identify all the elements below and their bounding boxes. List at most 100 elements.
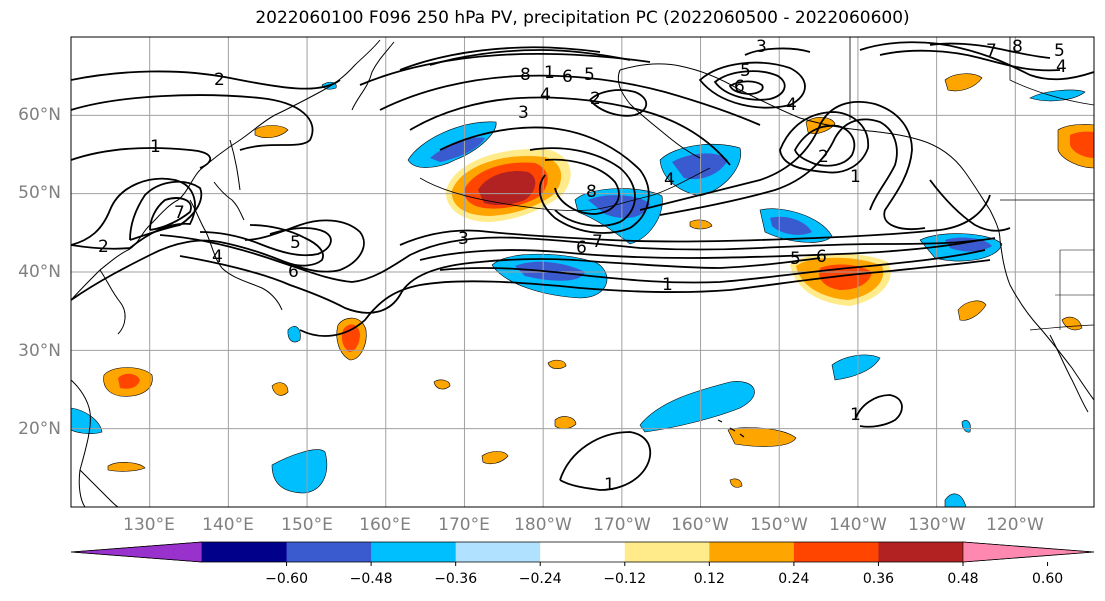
pv-contour (859, 41, 1094, 81)
lon-label: 180°W (514, 515, 572, 535)
colorbar-tick-label: 0.48 (947, 571, 978, 587)
pos-patch (254, 125, 289, 139)
negative-precip-patches (71, 81, 1086, 507)
pv-contour (399, 194, 991, 246)
contour-label: 7 (986, 41, 997, 61)
coast-philippines (79, 469, 119, 507)
pv-contour (71, 70, 341, 90)
pos-patch (1061, 316, 1083, 331)
border-us-mexico (1029, 324, 1094, 331)
pv-contour (639, 101, 926, 230)
colorbar-outline (70, 541, 1095, 563)
lon-label: 160°W (671, 515, 729, 535)
pv-contour (399, 46, 601, 71)
colorbar-extend-low (70, 541, 203, 563)
neg-patch (961, 420, 971, 433)
contour-label: 4 (540, 85, 551, 105)
pv-contour (149, 197, 192, 231)
neg-patch (271, 449, 328, 494)
coast-korea (99, 269, 126, 335)
lat-label: 20°N (18, 419, 61, 439)
coast-kamchatka (351, 41, 395, 111)
colorbar-cell (286, 542, 372, 562)
contour-label: 6 (288, 262, 299, 282)
pos-patch (727, 427, 797, 447)
colorbar-tick-label: −0.60 (265, 571, 308, 587)
pv-contour (199, 227, 332, 257)
contour-label: 7 (592, 232, 603, 252)
pv-contour (419, 239, 981, 261)
pv-contour (409, 96, 731, 166)
contour-label: 5 (290, 233, 301, 253)
coast-alaska (619, 63, 1001, 241)
pv-contour (71, 94, 314, 151)
pos-patch (481, 451, 509, 465)
pos-patch (729, 478, 743, 488)
graticule (71, 37, 1094, 507)
contour-label: 1 (850, 167, 861, 187)
coast-na-west (999, 239, 1094, 401)
colorbar-cell (540, 542, 626, 562)
contour-label: 5 (790, 249, 801, 269)
colorbar-tick-label: 0.12 (694, 571, 725, 587)
lon-label: 140°E (202, 515, 254, 535)
coast-sakhalin (229, 139, 241, 191)
hawaii (717, 419, 745, 438)
contour-label: 2 (590, 89, 601, 109)
coast-asia (71, 39, 381, 301)
pos-patch (118, 373, 140, 389)
pv-contour (559, 431, 652, 491)
contour-label: 5 (584, 65, 595, 85)
colorbar-cell (793, 542, 879, 562)
pos-patch (433, 379, 451, 390)
colorbar-tick-label: −0.12 (603, 571, 646, 587)
contour-label: 6 (562, 67, 573, 87)
map-title: 2022060100 F096 250 hPa PV, precipitatio… (255, 8, 910, 28)
lon-label: 120°W (986, 515, 1044, 535)
contour-label: 2 (98, 237, 109, 257)
longitude-labels: 130°E 140°E 150°E 160°E 170°E 180°W 170°… (123, 515, 1044, 535)
coast-alaska-w (617, 69, 701, 159)
neg-patch (430, 137, 485, 162)
colorbar-cell (455, 542, 541, 562)
pv-contours (71, 41, 1094, 491)
lon-label: 150°E (281, 515, 333, 535)
contour-label: 8 (586, 182, 597, 202)
pv-contour (929, 42, 1051, 59)
pv-contour (929, 179, 1011, 232)
pv-contour (71, 147, 211, 169)
pos-patch (547, 359, 567, 369)
neg-patch (1029, 89, 1086, 102)
pos-patch (554, 416, 577, 430)
contour-label: 3 (518, 103, 529, 123)
contour-label: 1 (604, 475, 615, 495)
contour-label: 1 (662, 275, 673, 295)
coast-japan (189, 199, 283, 311)
lon-label: 140°W (829, 515, 887, 535)
pv-contour (744, 47, 811, 56)
neg-patch (831, 354, 881, 381)
pv-contour (439, 249, 986, 284)
contour-label: 4 (786, 95, 797, 115)
pv-contour (359, 52, 651, 86)
latitude-labels: 20°N 30°N 40°N 50°N 60°N (18, 105, 61, 439)
coast-china (71, 379, 91, 507)
contour-label: 8 (1012, 37, 1023, 57)
pv-contour (379, 74, 761, 126)
pv-contour (71, 219, 365, 301)
contour-label: 3 (756, 37, 767, 57)
lon-label: 130°E (123, 515, 175, 535)
colorbar-cell (371, 542, 457, 562)
pos-patch (107, 462, 146, 472)
border-states (1055, 249, 1094, 330)
lon-label: 160°E (359, 515, 411, 535)
pv-contour (429, 49, 631, 66)
lat-label: 50°N (18, 183, 61, 203)
contour-label: 3 (458, 229, 469, 249)
contour-label: 1 (150, 137, 161, 157)
contour-label: 7 (174, 203, 185, 223)
colorbar-cell (878, 542, 964, 562)
neg-patch (287, 326, 301, 343)
colorbar-cell (202, 542, 288, 562)
